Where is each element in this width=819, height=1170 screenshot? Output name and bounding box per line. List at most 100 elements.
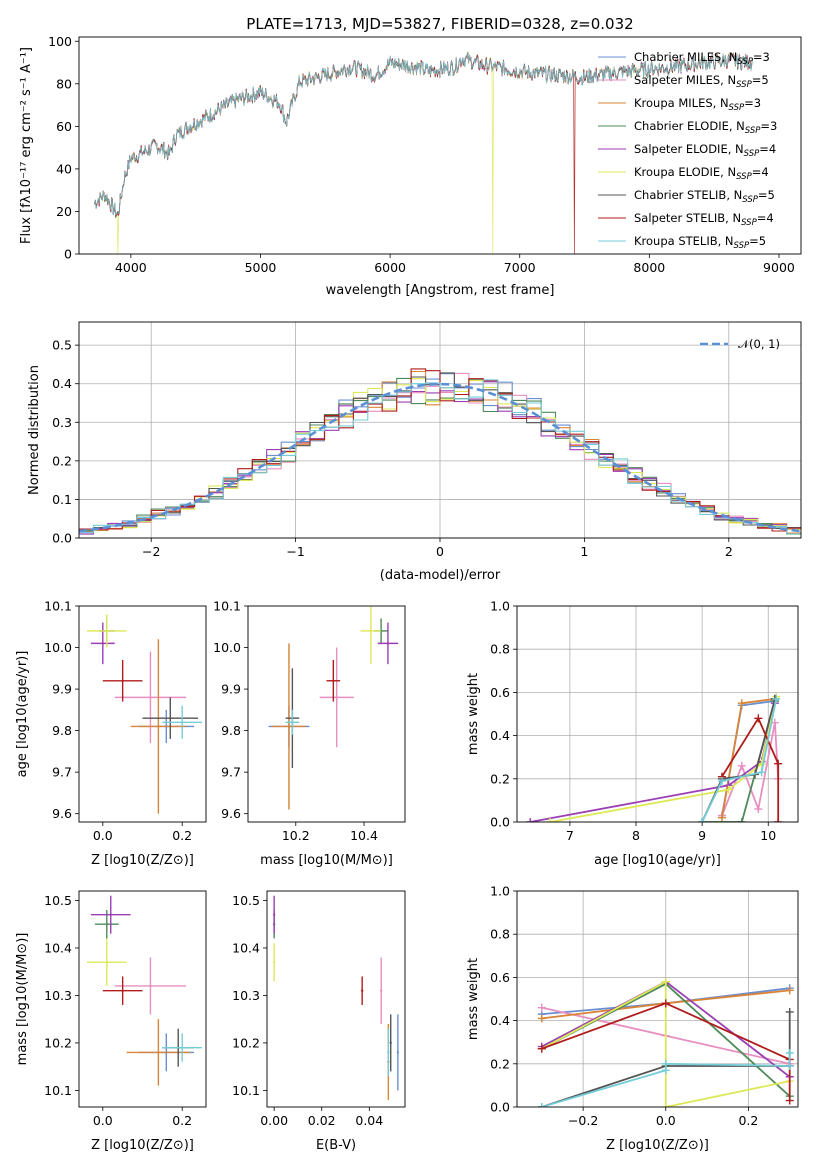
data-point-8 bbox=[180, 1046, 184, 1049]
spectrum-line-8 bbox=[94, 53, 753, 216]
series-marker-8-3 bbox=[772, 694, 781, 703]
x-tick-label: 6000 bbox=[374, 260, 406, 275]
series-line-5 bbox=[541, 980, 790, 1107]
x-tick-label: 1 bbox=[580, 544, 588, 559]
x-tick-label: 0.0 bbox=[93, 828, 113, 843]
x-tick-label: 0 bbox=[436, 544, 444, 559]
axes-frame bbox=[78, 321, 802, 539]
x-axis-label: Z [log10(Z/Z⊙)] bbox=[91, 853, 194, 868]
axes-frame bbox=[78, 36, 802, 255]
data-point-8 bbox=[180, 721, 184, 724]
y-tick-label: 20 bbox=[56, 204, 72, 219]
data-point-4 bbox=[109, 913, 112, 916]
x-tick-label: 5000 bbox=[245, 260, 277, 275]
y-tick-label: 0.3 bbox=[52, 415, 72, 430]
y-tick-label: 10.5 bbox=[44, 893, 72, 908]
series-marker-2-2 bbox=[785, 986, 794, 995]
y-tick-label: 10.0 bbox=[44, 640, 72, 655]
data-point-1 bbox=[335, 696, 338, 699]
y-tick-label: 0.6 bbox=[490, 685, 510, 700]
series-marker-5-1 bbox=[724, 785, 733, 794]
chart-mass-vs-Z: 0.0 0.2 10.1 10.2 10.3 10.4 10.5 Z [log10(Z/Z⊙)… bbox=[15, 890, 207, 1153]
chart-weight-vs-age: 7 8 9 10 0.0 0.2 0.4 0.6 0.8 1.0 age [log10(age/yr… bbox=[466, 599, 799, 868]
y-tick-label: 10.5 bbox=[232, 893, 260, 908]
data-point-8 bbox=[387, 1051, 390, 1054]
y-tick-label: 9.8 bbox=[52, 723, 72, 738]
chart-title: PLATE=1713, MJD=53827, FIBERID=0328, z=0… bbox=[246, 15, 633, 33]
y-tick-label: 10.2 bbox=[44, 1035, 72, 1050]
legend-label: Salpeter MILES, NSSP=5 bbox=[634, 73, 769, 90]
y-tick-label: 9.9 bbox=[52, 682, 72, 697]
y-tick-label: 10.4 bbox=[44, 940, 72, 955]
x-tick-label: 10.4 bbox=[350, 828, 378, 843]
series-line-8 bbox=[701, 698, 778, 822]
y-tick-label: 10.1 bbox=[44, 599, 72, 614]
plot-area bbox=[268, 606, 399, 810]
plot-area bbox=[272, 895, 400, 1100]
series-marker-7-1 bbox=[754, 714, 763, 723]
data-point-2 bbox=[157, 725, 160, 728]
data-point-6 bbox=[169, 716, 172, 720]
y-tick-label: 9.6 bbox=[52, 806, 72, 821]
series-line-6 bbox=[541, 1012, 791, 1107]
x-tick-label: 0.2 bbox=[172, 1113, 192, 1128]
series-marker-2-0 bbox=[717, 813, 726, 822]
y-tick-label: 10.0 bbox=[213, 640, 241, 655]
y-tick-label: 10.1 bbox=[232, 1083, 260, 1098]
y-axis-label: age [log10(age/yr)] bbox=[15, 651, 30, 778]
plot-area bbox=[526, 692, 783, 822]
x-tick-label: 4000 bbox=[115, 260, 147, 275]
axes-frame bbox=[78, 605, 207, 823]
y-tick-label: 0 bbox=[64, 247, 72, 262]
y-tick-label: 10.3 bbox=[44, 988, 72, 1003]
y-tick-label: 40 bbox=[56, 161, 72, 176]
axes-frame bbox=[78, 890, 207, 1108]
x-tick-label: 2 bbox=[725, 544, 733, 559]
x-axis-label: (data-model)/error bbox=[380, 568, 501, 583]
y-tick-label: 60 bbox=[56, 119, 72, 134]
y-axis-label: mass [log10(M/M⊙)] bbox=[15, 933, 30, 1066]
data-point-5 bbox=[105, 629, 108, 633]
y-tick-label: 1.0 bbox=[490, 884, 510, 899]
series-marker-8-2 bbox=[661, 1059, 670, 1068]
plot-area bbox=[86, 614, 203, 814]
y-tick-label: 1.0 bbox=[490, 599, 510, 614]
series-marker-6-3 bbox=[785, 1007, 794, 1016]
series-marker-8-0 bbox=[537, 1103, 546, 1107]
data-point-7 bbox=[121, 679, 124, 682]
data-point-4 bbox=[386, 642, 390, 645]
data-point-2 bbox=[157, 1051, 160, 1054]
y-tick-label: 0.8 bbox=[490, 642, 510, 657]
legend-label: Kroupa MILES, NSSP=3 bbox=[634, 96, 761, 113]
x-tick-label: −2 bbox=[142, 544, 160, 559]
legend-label: Kroupa STELIB, NSSP=5 bbox=[634, 234, 766, 251]
data-point-5 bbox=[272, 961, 276, 964]
x-axis-label: wavelength [Angstrom, rest frame] bbox=[326, 283, 555, 298]
y-tick-label: 9.7 bbox=[221, 765, 241, 780]
series-marker-8-1 bbox=[717, 776, 726, 785]
series-marker-7-3 bbox=[785, 1096, 794, 1105]
y-axis-label: Flux [fλ10⁻¹⁷ erg cm⁻² s⁻¹ A⁻¹] bbox=[19, 47, 34, 244]
y-tick-label: 0.2 bbox=[490, 1056, 510, 1071]
series-marker-4-0 bbox=[526, 818, 535, 822]
x-tick-label: 0.2 bbox=[738, 1113, 758, 1128]
y-tick-label: 10.1 bbox=[44, 1083, 72, 1098]
x-tick-label: 0.0 bbox=[656, 1113, 676, 1128]
y-tick-label: 9.7 bbox=[52, 765, 72, 780]
chart-mass-vs-EBV: 0.00 0.02 0.04 10.1 10.2 10.3 10.4 10.5 E(B-V) bbox=[232, 890, 406, 1153]
legend-label: Salpeter STELIB, NSSP=4 bbox=[634, 211, 774, 228]
y-tick-label: 0.6 bbox=[490, 970, 510, 985]
x-tick-label: 7 bbox=[566, 828, 574, 843]
x-axis-label: E(B-V) bbox=[316, 1138, 356, 1153]
x-axis-label: Z [log10(Z/Z⊙)] bbox=[606, 1138, 709, 1153]
x-axis-label: mass [log10(M/M⊙)] bbox=[260, 853, 393, 868]
x-tick-label: 8 bbox=[632, 828, 640, 843]
legend-label: 𝒩(0, 1) bbox=[738, 337, 780, 351]
series-marker-1-0 bbox=[537, 1003, 546, 1012]
series-marker-3-1 bbox=[737, 818, 746, 822]
series-marker-5-2 bbox=[757, 759, 766, 768]
y-tick-label: 9.6 bbox=[221, 806, 241, 821]
plot-area bbox=[86, 895, 203, 1086]
x-tick-label: 9 bbox=[698, 828, 706, 843]
